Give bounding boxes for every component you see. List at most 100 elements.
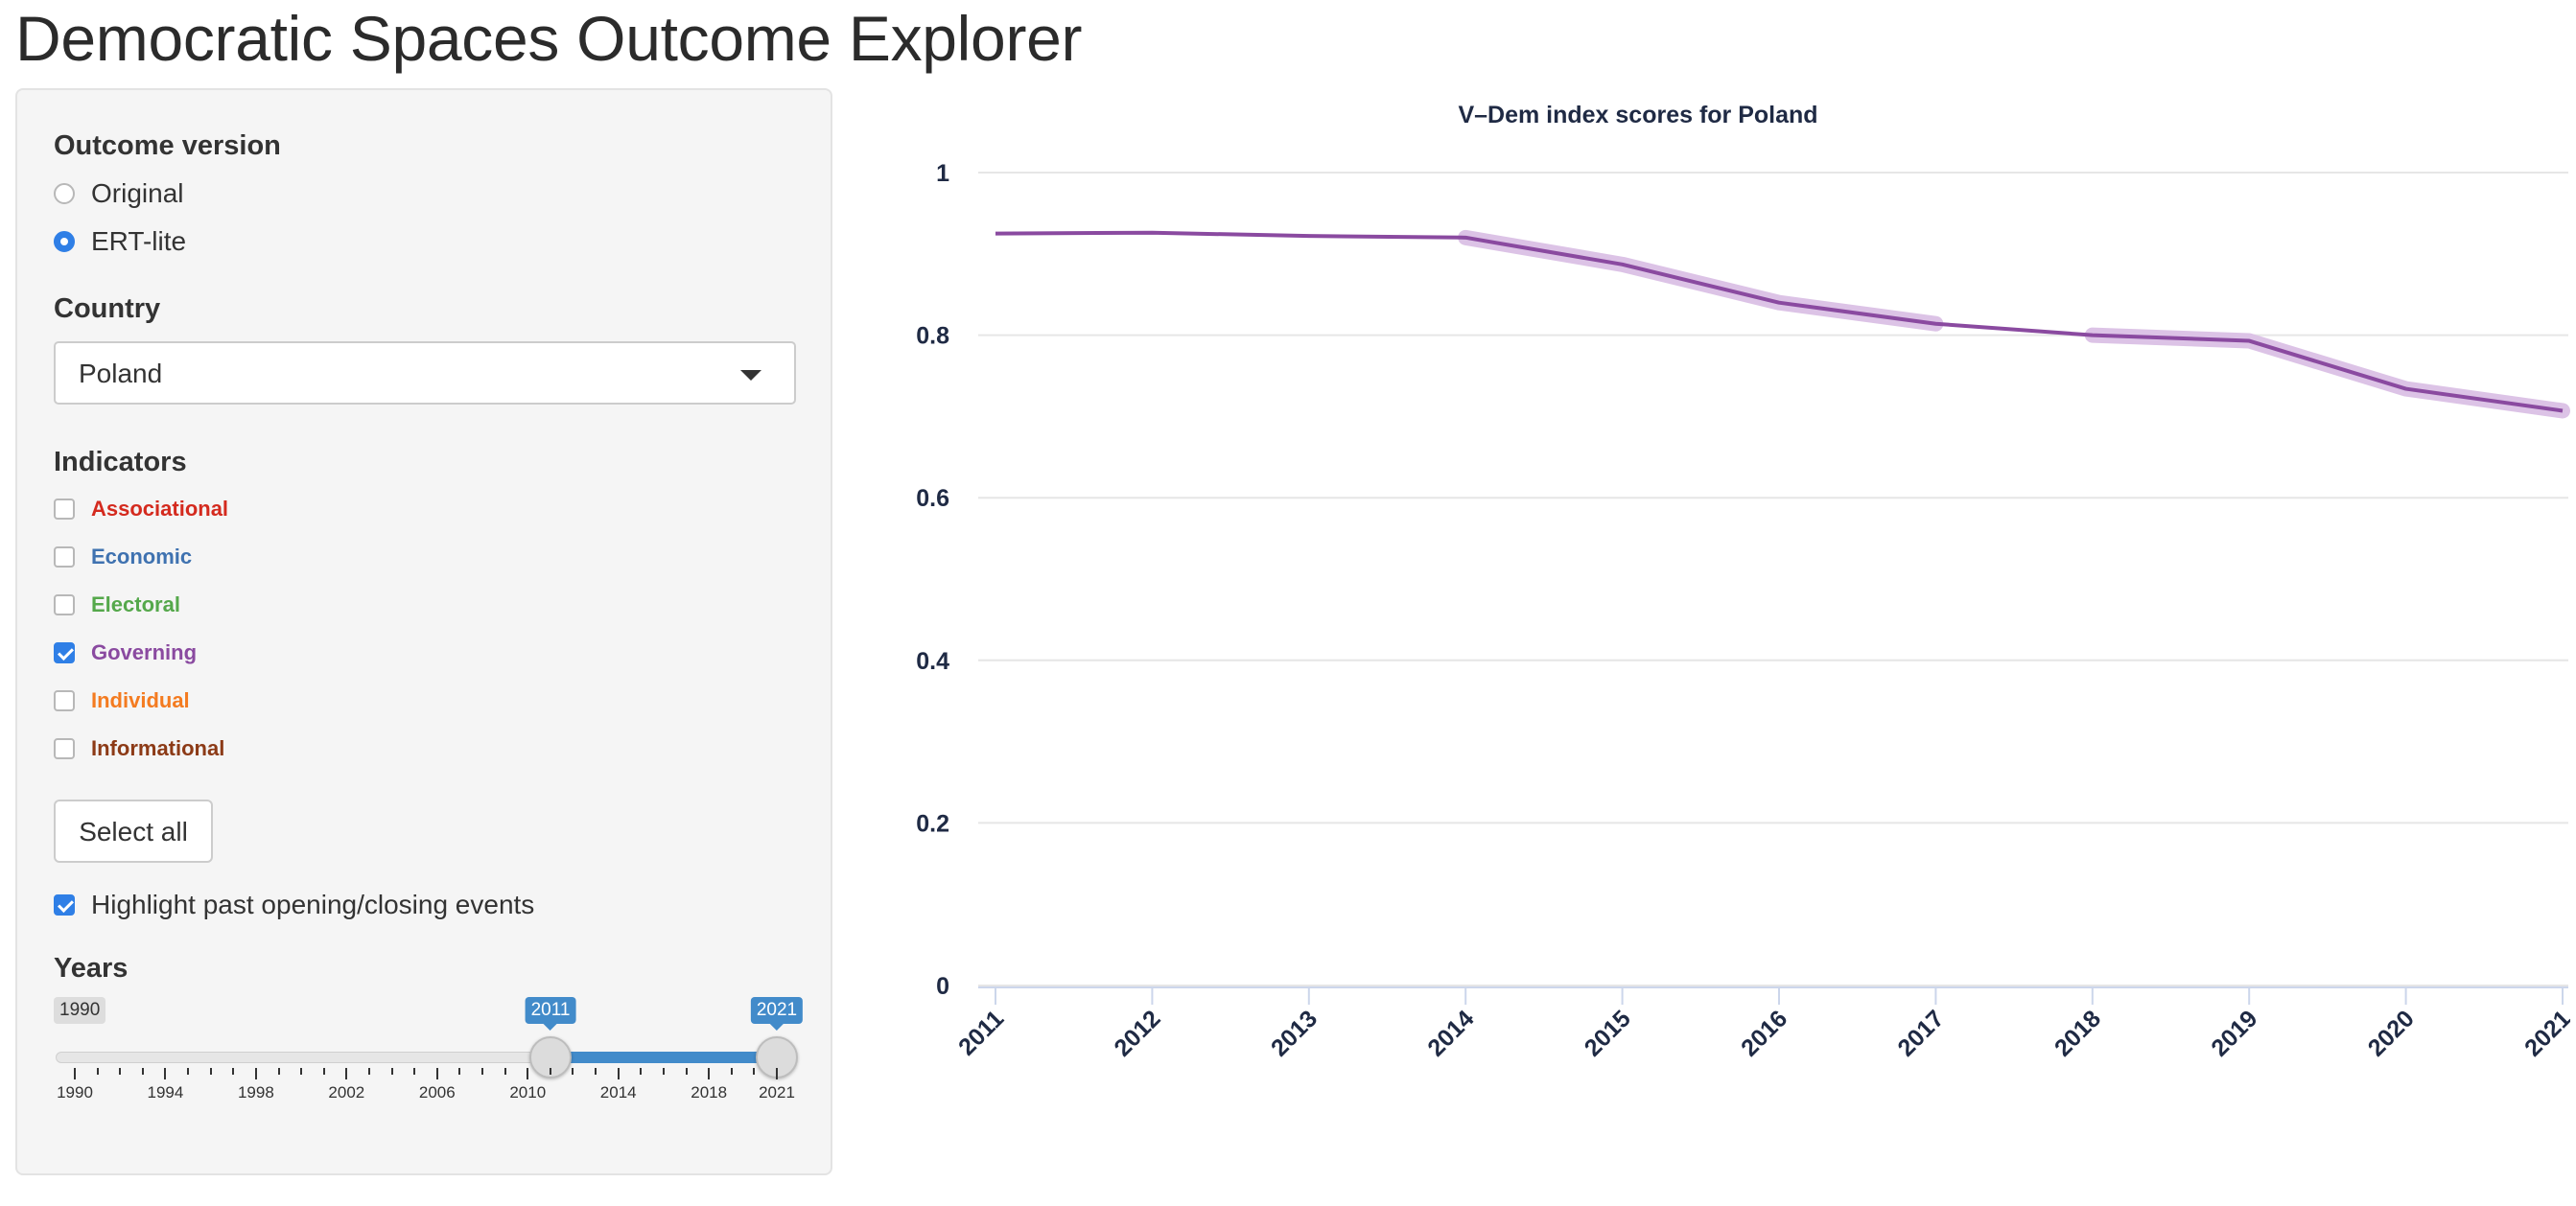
outcome-version-label: Outcome version [54,130,281,161]
indicator-governing-label: Governing [91,640,198,664]
indicator-governing[interactable]: Governing [54,640,197,665]
country-select[interactable]: Poland [54,341,796,405]
year-slider-tick [503,1068,506,1075]
year-slider-from-handle[interactable] [529,1036,572,1078]
data-point [2560,407,2565,413]
highlight-events-checkbox[interactable] [54,894,75,916]
x-tick-label: 2011 [953,1005,1009,1060]
year-slider-tick-label: 2002 [328,1083,365,1102]
highlight-events-option[interactable]: Highlight past opening/closing events [54,890,534,920]
year-slider-tick [776,1068,778,1079]
year-slider-tick [753,1068,756,1075]
year-slider-tick [413,1068,416,1075]
select-all-button[interactable]: Select all [54,800,213,863]
indicator-associational-label: Associational [91,497,229,521]
x-tick-label: 2021 [2519,1005,2570,1061]
highlight-events-label: Highlight past opening/closing events [91,890,535,919]
indicator-associational[interactable]: Associational [54,497,228,522]
chart-area: V–Dem index scores for Poland 0 0.2 0.4 0.6… [854,88,2570,1181]
year-slider-tick [549,1068,551,1075]
year-slider-tick [96,1068,99,1075]
y-tick-label: 1 [936,160,949,187]
x-tick-label: 2013 [1266,1005,1323,1061]
radio-original[interactable]: Original [54,178,183,209]
data-point [993,231,998,237]
year-slider-tick [367,1068,370,1075]
indicator-electoral-label: Electoral [91,592,180,616]
radio-original-button[interactable] [54,183,75,204]
indicator-individual-label: Individual [91,688,190,712]
x-tick-label: 2012 [1110,1005,1166,1061]
year-slider-tick [708,1068,711,1079]
data-point [1463,235,1468,241]
indicator-individual-checkbox[interactable] [54,690,75,711]
year-slider-tick [254,1068,257,1079]
indicator-electoral-checkbox[interactable] [54,594,75,615]
sidebar-panel: Outcome version Original ERT-lite Countr… [15,88,832,1175]
year-slider-tick [435,1068,438,1079]
year-slider-tick [572,1068,574,1075]
indicator-economic[interactable]: Economic [54,545,192,569]
year-slider-tick [164,1068,167,1079]
year-slider-tick [345,1068,348,1079]
data-point [1620,262,1626,267]
country-label: Country [54,293,161,324]
x-tick-label: 2019 [2206,1005,2262,1061]
data-point [2403,386,2409,392]
slider-from-label: 2011 [525,997,576,1031]
app-title: Democratic Spaces Outcome Explorer [15,3,1083,74]
slider-to-label: 2021 [750,997,804,1031]
indicator-economic-label: Economic [91,545,193,568]
slider-min-label: 1990 [54,997,106,1024]
radio-ert-lite-label: ERT-lite [91,226,187,256]
year-slider-tick-label: 2014 [599,1083,637,1102]
data-point [1932,321,1938,327]
y-tick-label: 0 [936,973,949,1000]
series-line-governing [995,230,2564,413]
radio-ert-lite[interactable]: ERT-lite [54,226,186,257]
indicator-individual[interactable]: Individual [54,688,190,713]
x-tick-label: 2018 [2049,1005,2106,1061]
year-slider-tick-label: 1990 [57,1083,93,1102]
x-tick-label: 2015 [1580,1005,1636,1061]
year-slider-tick [187,1068,190,1075]
year-slider-tick [209,1068,212,1075]
year-slider-tick [662,1068,665,1075]
indicators-label: Indicators [54,447,187,477]
chevron-down-icon [740,370,761,381]
indicator-informational[interactable]: Informational [54,736,224,761]
y-tick-label: 0.4 [916,648,949,675]
year-slider-tick [119,1068,122,1075]
year-slider-tick-label: 2018 [691,1083,728,1102]
indicator-informational-label: Informational [91,736,225,760]
year-slider-tick-label: 2010 [509,1083,547,1102]
year-slider-tick-label: 2006 [418,1083,456,1102]
y-tick-label: 0.6 [916,485,949,512]
indicator-governing-checkbox[interactable] [54,642,75,663]
indicator-electoral[interactable]: Electoral [54,592,180,617]
data-point [1149,230,1155,236]
line-chart: 0 0.2 0.4 0.6 0.8 1 2011 2012 2013 2014 2015 2016 20… [916,160,2570,1062]
years-label: Years [54,953,129,984]
year-slider-tick [481,1068,484,1075]
year-slider-tick-label: 1998 [237,1083,274,1102]
indicator-informational-checkbox[interactable] [54,738,75,759]
year-slider-selected-range [551,1052,776,1063]
data-point [2090,333,2096,338]
country-select-value: Poland [79,359,163,388]
x-tick-label: 2016 [1736,1005,1792,1061]
year-slider-tick-label: 2021 [759,1083,795,1102]
radio-ert-lite-button[interactable] [54,231,75,252]
year-slider-tick-label: 1994 [147,1083,184,1102]
year-slider-tick [730,1068,733,1075]
x-tick-label: 2017 [1893,1005,1950,1061]
indicator-economic-checkbox[interactable] [54,546,75,568]
year-slider-tick [458,1068,461,1075]
chart-title: V–Dem index scores for Poland [1458,102,1818,128]
y-tick-label: 0.8 [916,323,949,350]
year-slider-tick [640,1068,643,1075]
data-point [1306,233,1312,239]
year-slider-tick [527,1068,529,1079]
indicator-associational-checkbox[interactable] [54,499,75,520]
year-slider-tick [322,1068,325,1075]
